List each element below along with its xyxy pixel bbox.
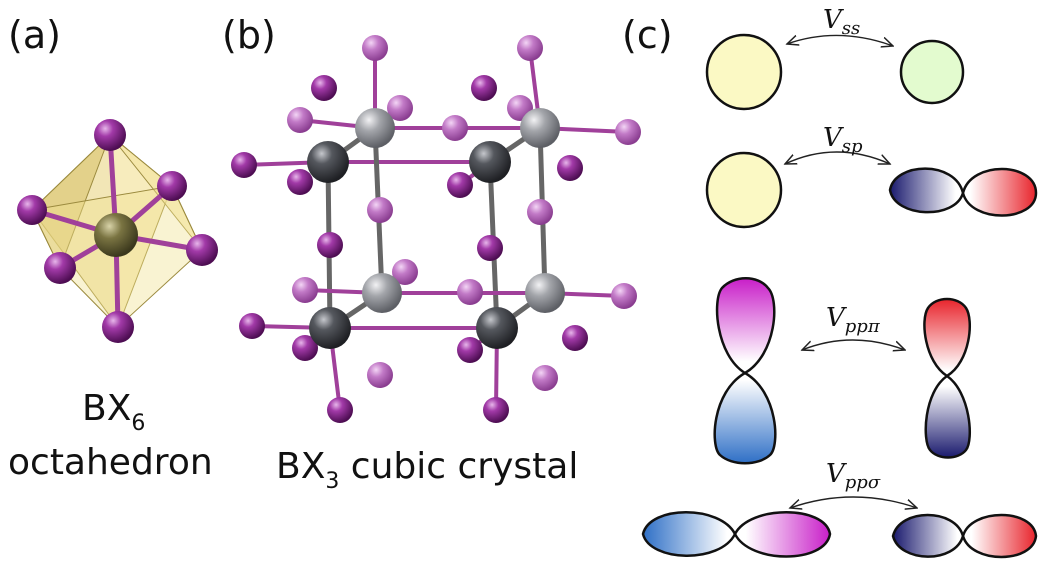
- interaction-arrow: [785, 151, 890, 164]
- interaction-arrow: [802, 339, 905, 350]
- x-atom-back: [362, 35, 388, 61]
- b-atom-back: [525, 273, 565, 313]
- v-pp-pi-label: Vppπ: [826, 303, 881, 337]
- x-atom: [44, 252, 76, 284]
- x-atom: [186, 234, 218, 266]
- x-atom-back: [442, 115, 468, 141]
- x-atom-front: [483, 397, 509, 423]
- interaction-arrow: [790, 496, 917, 508]
- x-atom-front: [562, 325, 588, 351]
- b-atom-back: [520, 108, 560, 148]
- panel-a-caption-name: octahedron: [8, 442, 213, 483]
- p-orbital: [923, 297, 972, 459]
- p-orbital: [888, 167, 1038, 217]
- x-atom-back: [392, 259, 418, 285]
- x-atom-back: [611, 283, 637, 309]
- x-atom-front: [239, 313, 265, 339]
- x-atom-back: [287, 107, 313, 133]
- b-atom-front: [476, 307, 518, 349]
- x-atom-back: [387, 95, 413, 121]
- cubic-crystal-structure: [231, 35, 641, 423]
- x-atom: [102, 311, 134, 343]
- x-atom-front: [287, 169, 313, 195]
- x-atom-back: [517, 35, 543, 61]
- v-ss-label: Vss: [823, 5, 860, 39]
- p-orbital: [641, 511, 832, 558]
- x-atom-back: [367, 362, 393, 388]
- panel-b-label: (b): [222, 13, 276, 57]
- panel-c-label: (c): [622, 13, 673, 57]
- s-orbital: [705, 33, 783, 111]
- x-atom-front: [477, 235, 503, 261]
- x-atom-back: [457, 279, 483, 305]
- b-atom: [94, 213, 138, 257]
- panel-b-caption: BX3 cubic crystal: [276, 446, 578, 494]
- pp-pi-interaction: Vppπ: [713, 277, 972, 465]
- x-atom: [94, 119, 126, 151]
- octahedron-structure: [17, 119, 218, 343]
- x-atom-back: [292, 277, 318, 303]
- b-atom-front: [307, 141, 349, 183]
- b-atom-front: [309, 307, 351, 349]
- p-orbital: [891, 513, 1038, 559]
- interaction-arrow: [787, 34, 893, 46]
- sp-interaction: Vsp: [705, 123, 1038, 229]
- s-orbital: [899, 39, 965, 105]
- b-atom-back: [355, 108, 395, 148]
- x-atom-front: [292, 335, 318, 361]
- ss-interaction: Vss: [705, 5, 965, 111]
- x-atom-back: [367, 197, 393, 223]
- panel-a-label: (a): [8, 13, 61, 57]
- x-atom-front: [557, 155, 583, 181]
- x-atom-front: [457, 337, 483, 363]
- b-atom-front: [469, 141, 511, 183]
- x-atom: [17, 195, 47, 225]
- x-atom-front: [447, 172, 473, 198]
- b-atom-back: [362, 273, 402, 313]
- x-atom-back: [615, 119, 641, 145]
- x-atom-front: [311, 75, 337, 101]
- s-orbital: [705, 151, 783, 229]
- x-atom-back: [527, 199, 553, 225]
- x-atom-front: [471, 75, 497, 101]
- x-atom-back: [532, 365, 558, 391]
- v-pp-sigma-label: Vppσ: [826, 459, 881, 493]
- pp-sigma-interaction: Vppσ: [641, 459, 1038, 559]
- p-orbital: [713, 277, 777, 465]
- x-atom-front: [327, 397, 353, 423]
- x-atom-front: [317, 232, 343, 258]
- panel-a-caption-formula: BX6: [82, 388, 145, 436]
- x-atom: [157, 171, 187, 201]
- x-atom-front: [231, 152, 257, 178]
- v-sp-label: Vsp: [823, 123, 863, 157]
